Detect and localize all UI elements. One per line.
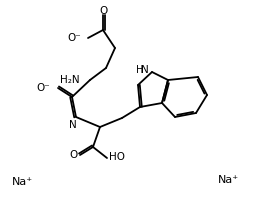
Text: N: N [69,120,77,130]
Text: HO: HO [109,152,125,162]
Text: H: H [136,65,143,75]
Text: O⁻: O⁻ [67,33,81,43]
Text: O⁻: O⁻ [36,83,50,93]
Text: H₂N: H₂N [60,75,80,85]
Text: O: O [70,150,78,160]
Text: O: O [100,6,108,16]
Text: N: N [141,65,149,75]
Text: Na⁺: Na⁺ [11,177,32,187]
Text: Na⁺: Na⁺ [217,175,239,185]
